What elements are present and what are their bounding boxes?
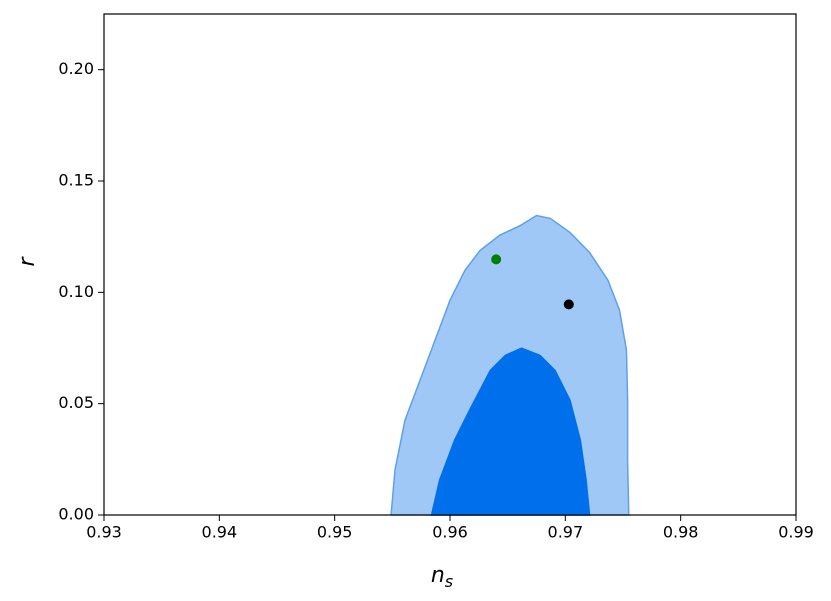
x-tick-label: 0.93 xyxy=(86,523,122,542)
x-tick-label: 0.94 xyxy=(202,523,238,542)
x-label-main: n xyxy=(431,563,445,588)
x-tick-label: 0.99 xyxy=(778,523,814,542)
x-label-sub: s xyxy=(445,572,453,591)
y-tick-label: 0.00 xyxy=(58,505,94,524)
point xyxy=(491,254,502,265)
x-tick-label: 0.98 xyxy=(663,523,699,542)
y-axis-label: r xyxy=(15,256,40,267)
y-tick-label: 0.05 xyxy=(58,393,94,412)
x-tick-label: 0.97 xyxy=(548,523,584,542)
confidence-region xyxy=(430,347,591,516)
x-axis-label: ns xyxy=(431,563,453,591)
x-tick-label: 0.96 xyxy=(432,523,468,542)
point xyxy=(563,299,574,310)
x-tick-label: 0.95 xyxy=(317,523,353,542)
y-tick-label: 0.15 xyxy=(58,171,94,190)
y-tick-label: 0.10 xyxy=(58,282,94,301)
y-tick-label: 0.20 xyxy=(58,59,94,78)
